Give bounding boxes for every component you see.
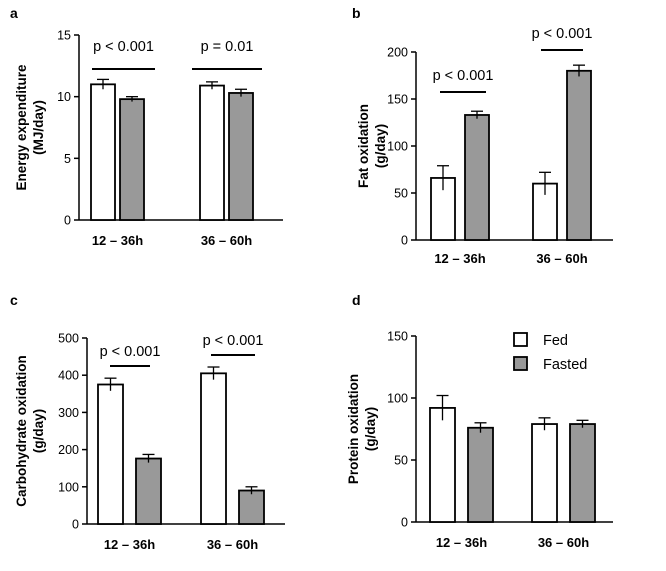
legend-swatch-fasted <box>513 356 528 371</box>
y-axis-label: (g/day) <box>373 124 388 168</box>
y-tick-label: 500 <box>58 332 79 346</box>
y-axis-label: (MJ/day) <box>31 100 46 155</box>
y-tick-label: 100 <box>387 392 408 406</box>
bar-fed <box>200 372 227 525</box>
panel-c: c Carbohydrate oxidation (g/day) 0 100 200 300… <box>10 292 285 552</box>
y-tick-label: 300 <box>58 406 79 420</box>
x-tick-label: 12 – 36h <box>436 535 487 550</box>
p-value-label: p < 0.001 <box>100 344 161 360</box>
y-tick-label: 200 <box>387 46 408 60</box>
legend-label: Fed <box>543 333 568 349</box>
legend-swatch-fed <box>513 332 528 347</box>
y-tick-label: 200 <box>58 443 79 457</box>
y-axis-label: Energy expenditure <box>14 64 29 191</box>
y-tick-label: 0 <box>401 234 408 248</box>
y-tick-label: 100 <box>58 480 79 494</box>
p-value-label: p = 0.01 <box>201 39 254 55</box>
x-tick-label: 12 – 36h <box>434 251 485 266</box>
y-tick-label: 50 <box>394 187 408 201</box>
x-tick-label: 36 – 60h <box>536 251 587 266</box>
y-tick-label: 50 <box>394 454 408 468</box>
y-axis-label: (g/day) <box>363 407 378 451</box>
y-tick-label: 100 <box>387 140 408 154</box>
panel-d: d Protein oxidation (g/day) 0 50 100 150 12 – 3… <box>346 292 613 550</box>
y-axis-label: Fat oxidation <box>356 104 371 188</box>
y-tick-label: 0 <box>72 518 79 532</box>
x-tick-label: 36 – 60h <box>201 233 252 248</box>
bar-fed <box>199 84 225 221</box>
bar-fasted <box>467 426 494 523</box>
y-axis-label: Protein oxidation <box>346 374 361 484</box>
y-tick-label: 0 <box>64 214 71 228</box>
y-tick-label: 400 <box>58 369 79 383</box>
p-value-label: p < 0.001 <box>433 68 494 84</box>
bar-fasted <box>238 489 265 525</box>
bar-fasted <box>464 114 490 241</box>
legend: Fed Fasted <box>513 332 587 373</box>
bar-fed <box>531 423 558 523</box>
y-tick-label: 15 <box>57 29 71 43</box>
panel-letter: d <box>352 292 361 308</box>
x-tick-label: 36 – 60h <box>538 535 589 550</box>
bar-fasted <box>228 92 254 221</box>
panel-letter: b <box>352 5 361 21</box>
p-value-label: p < 0.001 <box>93 39 154 55</box>
p-value-label: p < 0.001 <box>532 26 593 42</box>
bar-fed <box>97 383 124 525</box>
x-tick-label: 12 – 36h <box>104 537 155 552</box>
panel-letter: a <box>10 5 18 21</box>
y-axis-label: (g/day) <box>31 409 46 453</box>
panel-letter: c <box>10 292 18 308</box>
p-value-label: p < 0.001 <box>203 333 264 349</box>
bar-fed <box>429 407 456 523</box>
y-tick-label: 150 <box>387 330 408 344</box>
x-tick-label: 36 – 60h <box>207 537 258 552</box>
bar-fasted <box>569 423 596 523</box>
panel-b: b Fat oxidation (g/day) 0 50 100 150 200 12 – 36… <box>352 5 613 266</box>
legend-label: Fasted <box>543 357 587 373</box>
bar-fasted <box>135 457 162 525</box>
bar-fasted <box>119 98 145 221</box>
panel-a: a Energy expenditure (MJ/day) 0 5 10 15 12 – 36… <box>10 5 283 248</box>
bar-fed <box>90 83 116 221</box>
y-tick-label: 150 <box>387 93 408 107</box>
y-axis-label: Carbohydrate oxidation <box>14 355 29 507</box>
y-tick-label: 10 <box>57 90 71 104</box>
x-tick-label: 12 – 36h <box>92 233 143 248</box>
y-tick-label: 5 <box>64 152 71 166</box>
bar-fasted <box>566 69 592 241</box>
y-tick-label: 0 <box>401 516 408 530</box>
